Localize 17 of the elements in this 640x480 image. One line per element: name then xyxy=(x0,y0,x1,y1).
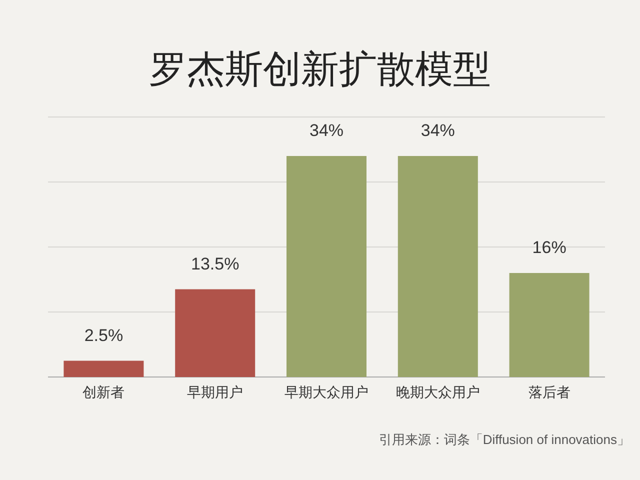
data-label: 34% xyxy=(309,121,344,140)
data-label: 13.5% xyxy=(191,254,240,274)
x-tick-label: 创新者 xyxy=(82,384,125,400)
data-label: 34% xyxy=(420,121,455,140)
x-tick-label: 早期大众用户 xyxy=(284,384,368,400)
text: 引用来源：词条「Diffusion of innovations」 xyxy=(378,432,630,447)
data-label: 2.5% xyxy=(84,326,124,345)
bar xyxy=(286,156,366,377)
chart-title: 罗杰斯创新扩散模型 xyxy=(149,49,491,91)
bar xyxy=(509,273,590,377)
bar xyxy=(398,156,478,377)
x-tick-label: 落后者 xyxy=(528,384,570,400)
bar xyxy=(175,289,256,377)
bar xyxy=(64,360,144,377)
data-label: 16% xyxy=(532,238,566,257)
x-tick-label: 晚期大众用户 xyxy=(396,384,480,400)
x-tick-label: 早期用户 xyxy=(187,384,244,400)
